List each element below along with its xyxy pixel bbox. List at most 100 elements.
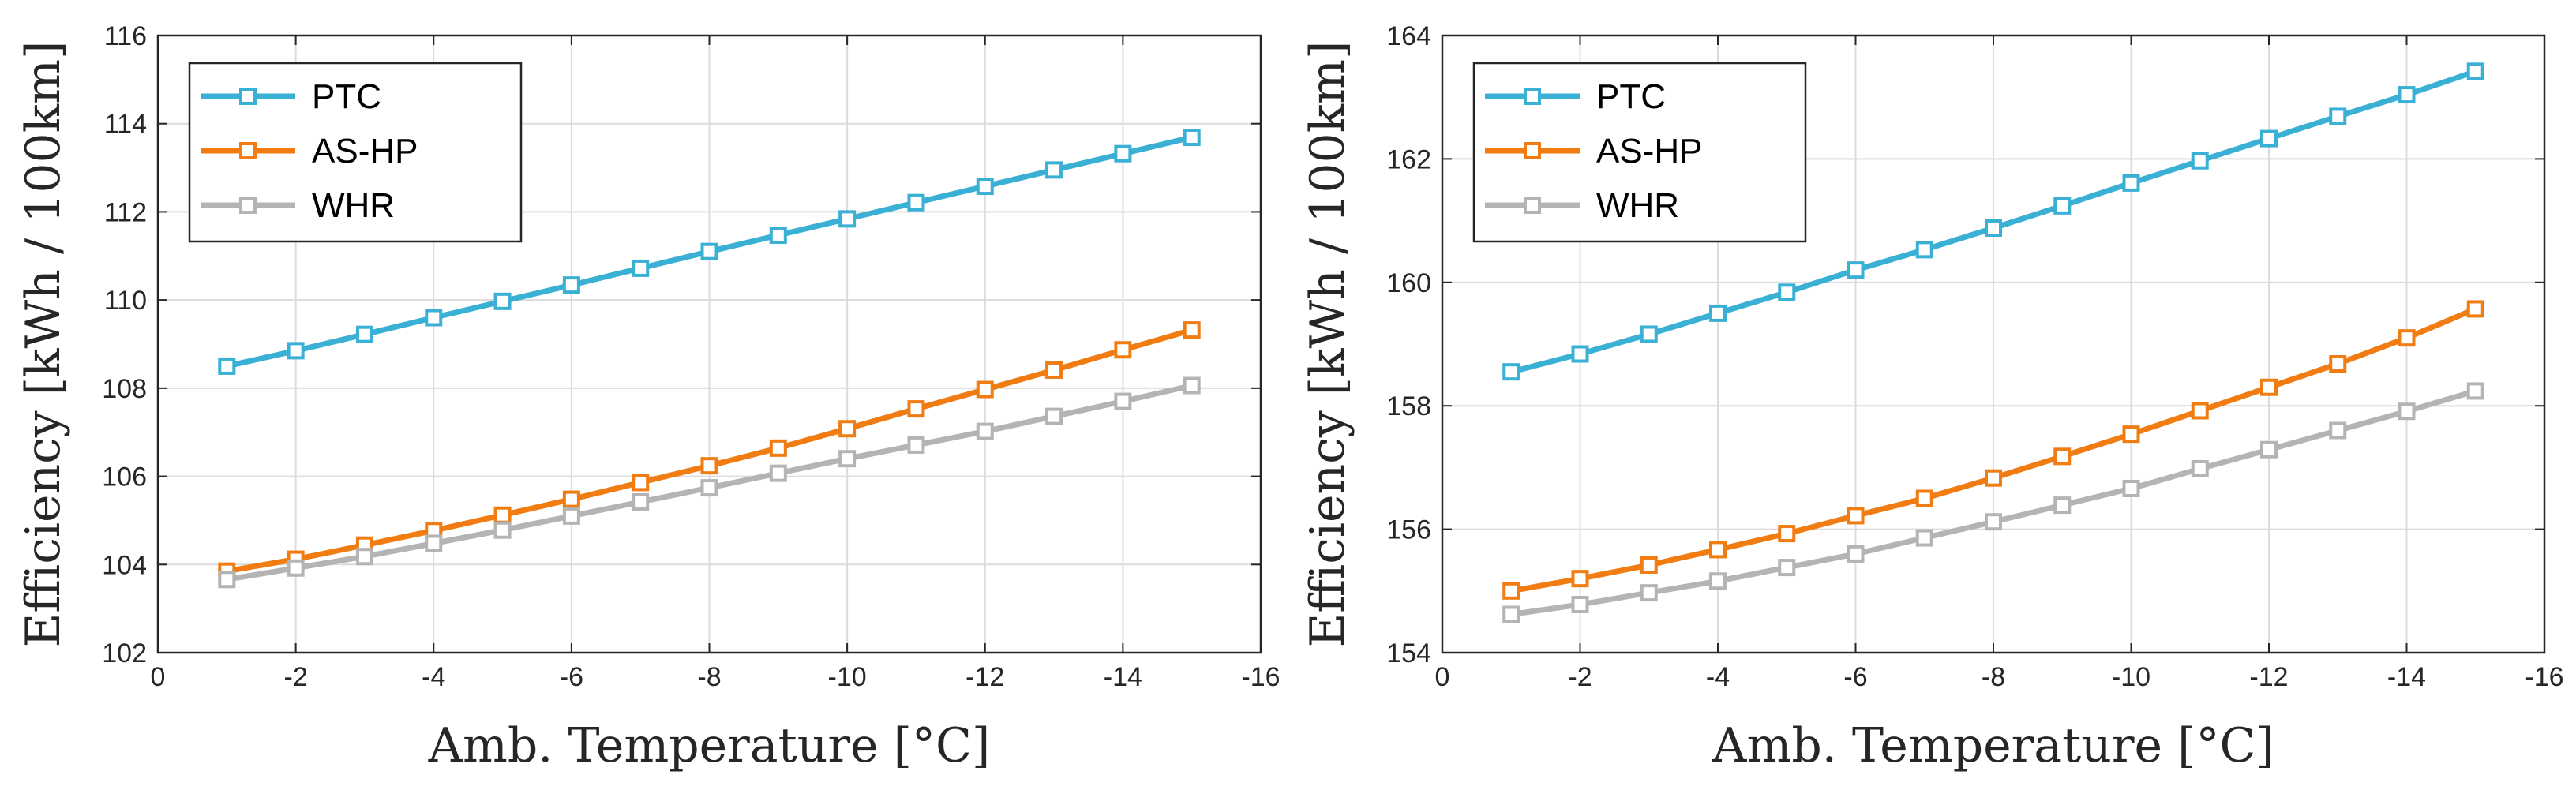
data-point	[425, 309, 443, 327]
data-point	[355, 325, 373, 343]
data-point	[1502, 582, 1520, 600]
data-point	[1915, 489, 1933, 507]
y-tick-label: 164	[1386, 21, 1431, 51]
data-point	[1847, 545, 1865, 563]
x-tick-label: -16	[2525, 662, 2563, 692]
data-point	[1571, 345, 1589, 363]
legend-swatch-marker	[1524, 197, 1541, 214]
data-point	[2122, 425, 2140, 444]
x-tick-label: -10	[828, 662, 867, 692]
data-point	[2122, 174, 2140, 192]
data-point	[1114, 392, 1132, 410]
x-tick-label: -14	[2387, 662, 2426, 692]
y-tick-label: 108	[102, 374, 147, 404]
data-point	[1045, 407, 1063, 425]
legend-entry: AS-HP	[1485, 132, 1702, 170]
series-ptc	[218, 129, 1201, 375]
x-tick-label: -16	[1241, 662, 1280, 692]
data-point	[425, 534, 443, 552]
data-point	[1778, 525, 1796, 543]
data-point	[1045, 361, 1063, 379]
data-point	[1045, 161, 1063, 179]
data-point	[1778, 283, 1796, 301]
data-point	[1183, 376, 1201, 395]
x-tick-label: -6	[1843, 662, 1867, 692]
data-point	[769, 227, 787, 245]
y-tick-label: 114	[104, 110, 147, 140]
data-point	[1915, 529, 1933, 547]
x-axis-label: Amb. Temperature [°C]	[1712, 718, 2274, 773]
data-point	[700, 457, 718, 475]
data-point	[1985, 469, 2002, 487]
data-point	[2466, 382, 2484, 400]
data-point	[2053, 447, 2072, 466]
data-point	[2329, 355, 2347, 373]
y-tick-label: 160	[1386, 268, 1431, 298]
x-tick-label: -8	[1982, 662, 2005, 692]
data-point	[700, 479, 718, 497]
data-point	[1114, 144, 1132, 163]
data-point	[976, 380, 994, 399]
y-tick-label: 154	[1386, 638, 1431, 668]
data-point	[2329, 107, 2347, 125]
legend-label: PTC	[312, 77, 381, 116]
data-point	[218, 357, 236, 375]
data-point	[1847, 261, 1865, 279]
y-axis-label: Efficiency [kWh / 100km]	[1300, 41, 1355, 648]
data-point	[700, 242, 718, 260]
data-point	[2466, 62, 2484, 80]
data-point	[976, 422, 994, 440]
data-point	[2398, 329, 2416, 347]
data-point	[1183, 321, 1201, 339]
y-axis-label: Efficiency [kWh / 100km]	[16, 41, 71, 648]
data-point	[562, 507, 580, 525]
data-point	[218, 571, 236, 589]
legend-entry: AS-HP	[201, 132, 418, 170]
data-point	[493, 521, 512, 539]
x-axis-label: Amb. Temperature [°C]	[428, 718, 991, 773]
data-point	[1114, 341, 1132, 359]
data-point	[2260, 440, 2278, 459]
y-tick-label: 162	[1386, 144, 1431, 174]
y-tick-label: 102	[102, 638, 147, 668]
x-tick-label: -2	[1568, 662, 1592, 692]
y-tick-label: 104	[102, 550, 147, 580]
data-point	[1571, 596, 1589, 614]
data-point	[2191, 402, 2209, 420]
x-tick-label: -2	[284, 662, 308, 692]
data-point	[2191, 459, 2209, 477]
x-tick-label: -10	[2112, 662, 2150, 692]
x-tick-label: -6	[560, 662, 583, 692]
data-point	[1183, 129, 1201, 147]
data-point	[1571, 570, 1589, 588]
x-tick-label: -12	[966, 662, 1004, 692]
legend-entry: WHR	[201, 186, 395, 225]
data-point	[2053, 197, 2072, 215]
legend-swatch-marker	[239, 197, 257, 214]
data-point	[1640, 584, 1658, 602]
legend-label: AS-HP	[1596, 132, 1702, 170]
legend: PTC AS-HP WHR	[188, 62, 523, 243]
data-point	[838, 210, 857, 228]
data-point	[2122, 479, 2140, 497]
data-point	[1502, 605, 1520, 623]
data-point	[287, 559, 305, 577]
y-tick-label: 156	[1386, 515, 1431, 545]
legend-swatch-marker	[239, 142, 257, 159]
data-point	[493, 506, 512, 524]
x-tick-label: -4	[422, 662, 445, 692]
data-point	[976, 178, 994, 196]
y-tick-label: 158	[1386, 391, 1431, 421]
x-tick-label: -4	[1706, 662, 1730, 692]
data-point	[1778, 559, 1796, 577]
data-point	[1502, 363, 1520, 381]
x-tick-label: -14	[1104, 662, 1142, 692]
series-whr	[1502, 382, 2484, 623]
data-point	[1985, 219, 2002, 237]
y-tick-label: 116	[104, 21, 147, 51]
data-point	[287, 342, 305, 360]
legend-swatch-marker	[1524, 142, 1541, 159]
data-point	[1709, 304, 1727, 322]
legend-entry: PTC	[201, 77, 381, 116]
data-point	[907, 436, 925, 454]
